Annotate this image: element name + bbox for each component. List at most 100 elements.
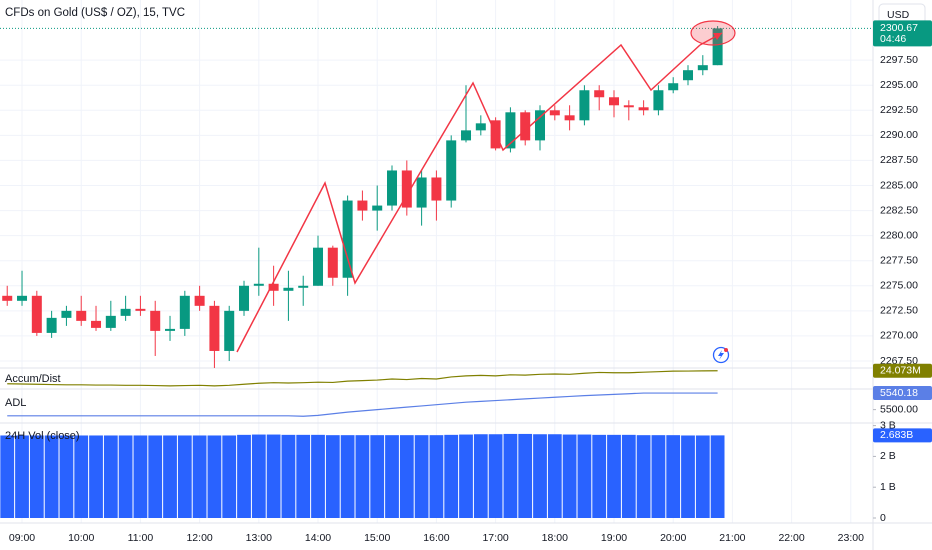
- volume-bar: [0, 435, 15, 518]
- candle-body: [668, 83, 679, 91]
- x-tick-label: 11:00: [128, 532, 154, 544]
- volume-bar: [237, 434, 251, 518]
- volume-bar: [710, 435, 725, 518]
- indicator-line: [7, 392, 718, 417]
- candle-body: [268, 283, 279, 291]
- x-tick-label: 16:00: [423, 532, 449, 544]
- volume-bar: [266, 434, 281, 518]
- y-tick-label: 2282.50: [880, 204, 918, 216]
- candle-body: [253, 283, 264, 286]
- candle-body: [327, 247, 338, 278]
- candle-body: [638, 107, 649, 111]
- candle-body: [194, 295, 205, 306]
- countdown-label: 04:46: [880, 33, 906, 45]
- x-tick-label: 17:00: [482, 532, 508, 544]
- volume-bar: [607, 434, 621, 518]
- volume-bar: [29, 435, 44, 518]
- volume-bar: [695, 435, 710, 518]
- volume-bar: [281, 434, 296, 518]
- volume-bar: [592, 434, 607, 518]
- candle-body: [594, 90, 605, 98]
- volume-bar: [44, 435, 59, 518]
- candle-body: [150, 310, 161, 331]
- candle-body: [165, 328, 176, 331]
- volume-bar: [681, 435, 695, 518]
- candle-body: [135, 308, 146, 311]
- candle-body: [76, 310, 87, 321]
- candle-body: [416, 177, 427, 208]
- pane-title: 24H Vol (close): [5, 430, 80, 442]
- x-tick-label: 12:00: [186, 532, 212, 544]
- candle-body: [653, 90, 664, 111]
- y-tick-label: 2297.50: [880, 54, 918, 66]
- x-tick-label: 23:00: [838, 532, 864, 544]
- volume-bar: [414, 435, 429, 518]
- candle-body: [446, 140, 457, 201]
- x-tick-label: 21:00: [719, 532, 745, 544]
- currency-label: USD: [887, 9, 910, 21]
- candle-body: [61, 310, 72, 318]
- candle-body: [609, 97, 620, 106]
- volume-bar: [325, 435, 340, 518]
- candle-body: [313, 247, 324, 286]
- last-value-label: 24.073M: [880, 365, 921, 377]
- y-tick-label: 2277.50: [880, 254, 918, 266]
- candle-body: [431, 177, 442, 201]
- volume-bar: [311, 434, 325, 518]
- volume-bar: [370, 435, 385, 518]
- y-tick-label: 2295.00: [880, 79, 918, 91]
- candle-body: [535, 110, 546, 141]
- arrow-head: [713, 33, 722, 40]
- volume-bar: [355, 435, 370, 518]
- volume-bar: [429, 435, 444, 518]
- volume-bar: [207, 435, 222, 518]
- candle-body: [520, 112, 531, 141]
- volume-bar: [163, 435, 177, 518]
- candle-body: [475, 123, 486, 131]
- candle-body: [564, 115, 575, 121]
- last-value-pill: [873, 363, 932, 378]
- candle-body: [46, 317, 57, 333]
- volume-bar: [296, 434, 311, 518]
- candle-body: [357, 200, 368, 211]
- last-price-label: 2300.67: [880, 22, 918, 34]
- volume-bar: [15, 435, 29, 518]
- x-tick-label: 14:00: [305, 532, 331, 544]
- y-tick-label: 2267.50: [880, 355, 918, 367]
- candle-body: [549, 110, 560, 116]
- volume-bar: [340, 435, 355, 518]
- candle-body: [697, 65, 708, 71]
- candle-body: [342, 200, 353, 278]
- alert-bolt: [718, 350, 724, 360]
- volume-bar: [74, 435, 89, 518]
- candle-body: [31, 295, 42, 333]
- candle-body: [224, 310, 235, 351]
- y-tick-label: 2 B: [880, 450, 896, 462]
- candle-body: [298, 285, 309, 288]
- volume-bar: [222, 435, 237, 518]
- volume-bar: [133, 435, 148, 518]
- y-tick-label: 2270.00: [880, 330, 918, 342]
- x-tick-label: 18:00: [542, 532, 568, 544]
- volume-bar: [562, 434, 577, 518]
- volume-bar: [118, 435, 133, 518]
- x-tick-label: 20:00: [660, 532, 686, 544]
- candle-body: [209, 305, 220, 351]
- candle-body: [105, 315, 116, 328]
- candle-body: [712, 28, 723, 66]
- candle-body: [387, 170, 398, 206]
- candle-body: [179, 295, 190, 329]
- x-tick-label: 10:00: [68, 532, 94, 544]
- volume-bar: [103, 435, 118, 518]
- volume-bar: [148, 435, 163, 518]
- candle-body: [579, 90, 590, 121]
- x-tick-label: 22:00: [778, 532, 804, 544]
- volume-bar: [577, 434, 592, 518]
- volume-bar: [89, 435, 103, 518]
- y-tick-label: 2285.00: [880, 179, 918, 191]
- pane-title: Accum/Dist: [5, 373, 61, 385]
- y-tick-label: 2287.50: [880, 154, 918, 166]
- volume-bar: [547, 434, 562, 518]
- last-value-label: 5540.18: [880, 387, 918, 399]
